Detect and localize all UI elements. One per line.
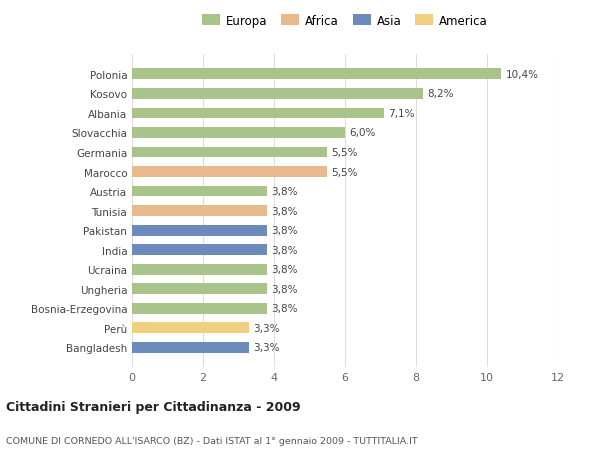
Text: 3,8%: 3,8%: [271, 206, 298, 216]
Bar: [132, 147, 327, 158]
Text: Cittadini Stranieri per Cittadinanza - 2009: Cittadini Stranieri per Cittadinanza - 2…: [6, 400, 301, 413]
Text: 8,2%: 8,2%: [427, 89, 454, 99]
Text: 10,4%: 10,4%: [505, 70, 538, 79]
Text: 3,8%: 3,8%: [271, 284, 298, 294]
Text: 3,3%: 3,3%: [253, 343, 280, 353]
Text: 5,5%: 5,5%: [332, 167, 358, 177]
Bar: [132, 186, 267, 197]
Bar: [132, 342, 249, 353]
Bar: [132, 264, 267, 275]
Bar: [132, 225, 267, 236]
Bar: [132, 323, 249, 334]
Text: 3,8%: 3,8%: [271, 187, 298, 196]
Text: 3,8%: 3,8%: [271, 226, 298, 235]
Bar: [132, 206, 267, 217]
Text: 3,8%: 3,8%: [271, 245, 298, 255]
Legend: Europa, Africa, Asia, America: Europa, Africa, Asia, America: [199, 11, 491, 31]
Bar: [132, 89, 423, 100]
Bar: [132, 284, 267, 295]
Bar: [132, 69, 501, 80]
Text: 6,0%: 6,0%: [349, 128, 376, 138]
Bar: [132, 128, 345, 139]
Text: COMUNE DI CORNEDO ALL'ISARCO (BZ) - Dati ISTAT al 1° gennaio 2009 - TUTTITALIA.I: COMUNE DI CORNEDO ALL'ISARCO (BZ) - Dati…: [6, 436, 418, 445]
Text: 5,5%: 5,5%: [332, 148, 358, 157]
Text: 3,8%: 3,8%: [271, 265, 298, 274]
Bar: [132, 303, 267, 314]
Bar: [132, 108, 384, 119]
Bar: [132, 245, 267, 256]
Text: 3,8%: 3,8%: [271, 304, 298, 313]
Text: 3,3%: 3,3%: [253, 323, 280, 333]
Text: 7,1%: 7,1%: [388, 109, 415, 118]
Bar: [132, 167, 327, 178]
